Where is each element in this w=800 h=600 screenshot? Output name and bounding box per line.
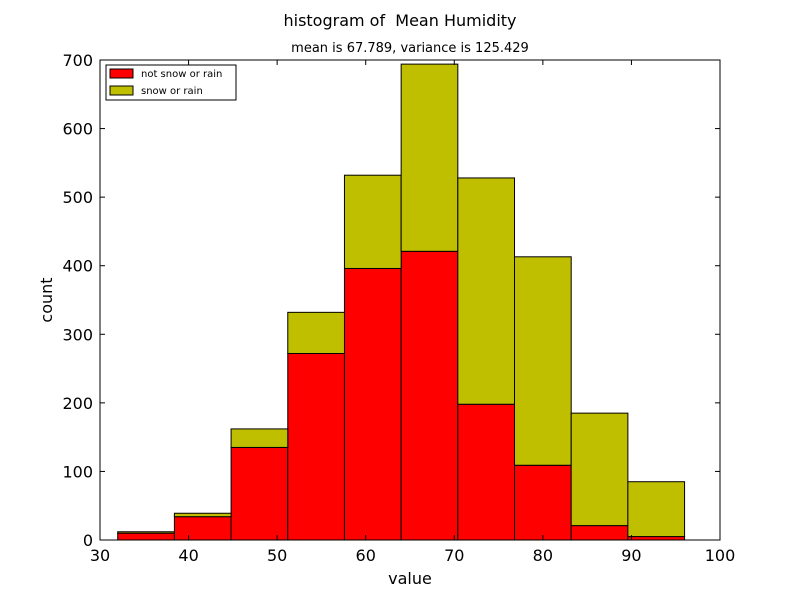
bar-snow-or-rain-bin-5 [400, 63, 459, 252]
bar-not-snow-or-rain-bin-9 [627, 536, 686, 541]
y-tick-label: 100 [62, 462, 93, 481]
bar-snow-or-rain-bin-8 [570, 412, 629, 527]
bar-snow-or-rain-bin-9 [627, 481, 686, 538]
bar-not-snow-or-rain-bin-4 [343, 267, 402, 541]
bar-snow-or-rain-bin-3 [287, 311, 345, 354]
bar-snow-or-rain-bin-6 [457, 177, 516, 405]
legend-label-snow-or-rain: snow or rain [141, 86, 203, 97]
bar-not-snow-or-rain-bin-7 [514, 464, 572, 541]
chart-title: histogram of Mean Humidity [283, 11, 516, 30]
legend-swatch-snow-or-rain [109, 85, 134, 96]
x-tick-label: 50 [267, 546, 287, 565]
y-axis-label: count [37, 277, 56, 322]
x-tick-label: 60 [356, 546, 376, 565]
bar-snow-or-rain-bin-7 [514, 256, 572, 466]
bar-not-snow-or-rain-bin-1 [173, 516, 232, 541]
bar-not-snow-or-rain-bin-6 [457, 403, 516, 541]
y-tick-label: 0 [83, 531, 93, 550]
bar-not-snow-or-rain-bin-0 [117, 532, 175, 541]
bar-snow-or-rain-bin-4 [343, 174, 402, 269]
y-tick-label: 500 [62, 188, 93, 207]
y-tick-label: 600 [62, 120, 93, 139]
chart-subtitle: mean is 67.789, variance is 125.429 [291, 41, 529, 56]
y-tick-label: 700 [62, 51, 93, 70]
x-axis-label: value [388, 569, 432, 588]
bar-not-snow-or-rain-bin-3 [287, 352, 345, 541]
x-tick-label: 30 [90, 546, 110, 565]
x-tick-label: 90 [621, 546, 641, 565]
bar-snow-or-rain-bin-1 [173, 512, 232, 518]
bar-snow-or-rain-bin-2 [230, 428, 289, 448]
plot-area-frame [99, 59, 721, 541]
bars-layer [117, 63, 686, 541]
bar-snow-or-rain-bin-0 [117, 531, 175, 534]
x-tick-label: 100 [705, 546, 736, 565]
tick-labels-layer: 30 40 50 60 70 80 90 100 0 100 200 300 400 500 600 700 [62, 51, 735, 565]
y-tick-label: 400 [62, 257, 93, 276]
bar-not-snow-or-rain-bin-8 [570, 525, 629, 541]
x-tick-label: 40 [178, 546, 198, 565]
bar-not-snow-or-rain-bin-2 [230, 446, 289, 541]
legend: not snow or rain snow or rain [105, 64, 237, 101]
legend-label-not-snow-or-rain: not snow or rain [141, 69, 222, 80]
y-tick-label: 200 [62, 394, 93, 413]
y-tick-label: 300 [62, 325, 93, 344]
legend-swatch-not-snow-or-rain [109, 68, 134, 79]
bar-not-snow-or-rain-bin-5 [400, 250, 459, 541]
x-tick-label: 80 [533, 546, 553, 565]
x-tick-label: 70 [444, 546, 464, 565]
